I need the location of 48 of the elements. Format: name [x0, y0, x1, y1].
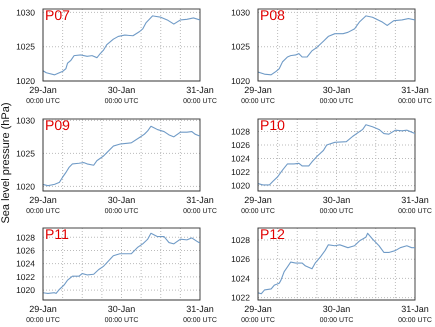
x-tick-label: 31-Jan 00:00 UTC [183, 85, 217, 105]
x-tick-label: 30-Jan 00:00 UTC [320, 85, 354, 105]
y-tick-label: 1020 [16, 285, 36, 296]
x-tick-label: 31-Jan 00:00 UTC [398, 194, 432, 214]
x-tick-label: 29-Jan 00:00 UTC [241, 85, 275, 105]
chart-title: P12 [260, 226, 285, 242]
x-tick-label: 30-Jan 00:00 UTC [104, 304, 138, 324]
y-tick-label: 1022 [231, 166, 250, 177]
y-tick-label: 1026 [231, 254, 250, 264]
y-axis-title: Sea level pressure (hPa) [0, 102, 12, 224]
y-tick-label: 1030 [16, 114, 36, 125]
chart-title: P08 [260, 7, 285, 23]
x-tick-label: 29-Jan 00:00 UTC [26, 194, 60, 214]
y-tick-label: 1030 [231, 7, 250, 18]
x-tick-label: 31-Jan 00:00 UTC [183, 304, 217, 324]
chart-title: P11 [45, 226, 69, 242]
x-tick-label: 29-Jan 00:00 UTC [241, 304, 275, 324]
y-tick-label: 1026 [16, 245, 36, 256]
y-tick-label: 1020 [16, 76, 36, 86]
x-tick-label: 31-Jan 00:00 UTC [183, 194, 217, 214]
x-tick-label: 30-Jan 00:00 UTC [104, 85, 138, 105]
x-tick-label: 30-Jan 00:00 UTC [104, 194, 138, 214]
y-tick-label: 1026 [231, 140, 250, 150]
y-tick-label: 1025 [16, 148, 36, 158]
y-tick-label: 1020 [16, 180, 36, 191]
y-tick-label: 1028 [16, 232, 36, 242]
y-tick-label: 1024 [231, 273, 250, 284]
y-tick-label: 1022 [16, 272, 36, 282]
y-tick-label: 1020 [231, 76, 250, 86]
chart-title: P10 [260, 116, 285, 132]
y-tick-label: 1024 [231, 153, 250, 164]
x-tick-label: 30-Jan 00:00 UTC [320, 194, 354, 214]
y-tick-label: 1025 [16, 42, 36, 52]
chart-title: P09 [45, 116, 70, 132]
x-tick-label: 31-Jan 00:00 UTC [398, 304, 432, 324]
x-tick-label: 30-Jan 00:00 UTC [320, 304, 354, 324]
y-tick-label: 1025 [231, 42, 250, 52]
x-tick-label: 31-Jan 00:00 UTC [398, 85, 432, 105]
y-tick-label: 1028 [231, 235, 250, 246]
y-tick-label: 1028 [231, 126, 250, 136]
x-tick-label: 29-Jan 00:00 UTC [241, 194, 275, 214]
chart-title: P07 [45, 7, 70, 23]
y-tick-label: 1030 [16, 7, 36, 18]
y-tick-label: 1020 [231, 180, 250, 190]
y-tick-label: 1024 [16, 258, 36, 269]
x-tick-label: 29-Jan 00:00 UTC [26, 85, 60, 105]
x-tick-label: 29-Jan 00:00 UTC [26, 304, 60, 324]
y-tick-label: 1022 [231, 292, 250, 303]
